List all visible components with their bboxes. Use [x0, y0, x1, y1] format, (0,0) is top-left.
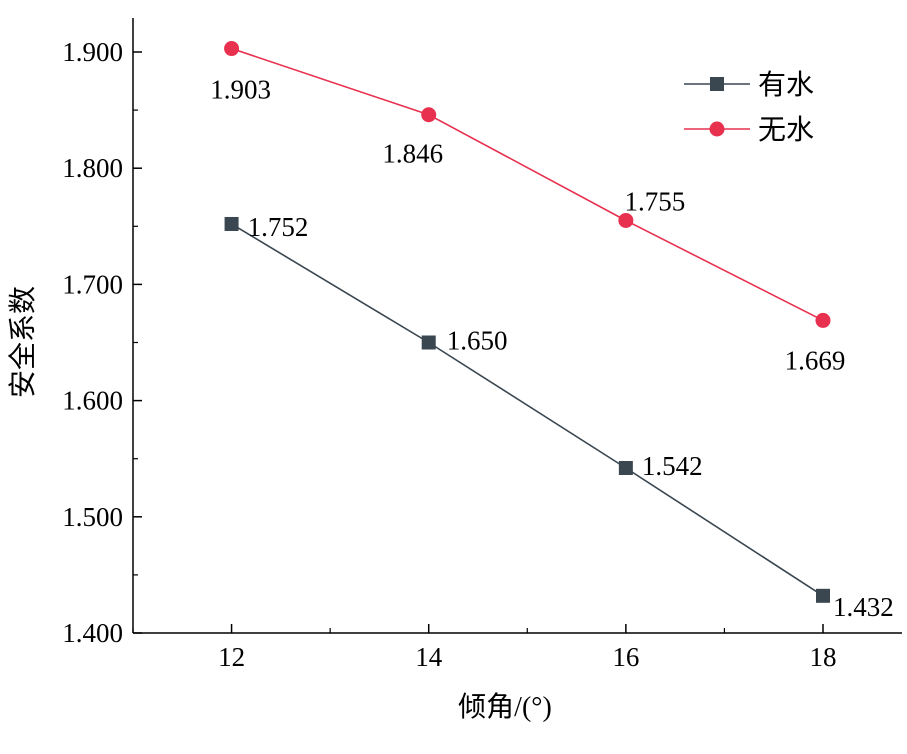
data-point — [815, 312, 831, 328]
data-label: 1.752 — [248, 212, 309, 242]
data-point — [618, 212, 634, 228]
x-axis-title: 倾角/(°) — [458, 691, 552, 723]
data-point — [421, 335, 436, 350]
data-label: 1.846 — [382, 139, 443, 169]
y-tick-label: 1.900 — [62, 37, 123, 67]
data-label: 1.432 — [833, 592, 894, 622]
data-label: 1.669 — [785, 345, 846, 375]
x-tick-label: 16 — [612, 642, 639, 672]
axes — [132, 18, 902, 634]
series-group: 1.752 1.650 1.542 1.432 1.903 1.846 1.755 1.669 — [210, 41, 894, 622]
data-label: 1.542 — [642, 451, 703, 481]
data-point — [224, 41, 240, 57]
legend-item: 有水 — [684, 69, 814, 101]
legend-marker — [709, 121, 725, 137]
legend-item: 无水 — [684, 114, 814, 146]
y-tick-label: 1.700 — [62, 269, 123, 299]
data-point — [224, 216, 239, 231]
data-point — [618, 460, 633, 475]
legend-label: 有水 — [758, 69, 814, 101]
legend-label: 无水 — [758, 114, 814, 146]
y-axis-title: 安全系数 — [7, 286, 39, 398]
legend-marker — [710, 77, 724, 91]
y-tick-label: 1.800 — [62, 153, 123, 183]
series-without-water: 1.903 1.846 1.755 1.669 — [210, 41, 845, 375]
y-tick-label: 1.600 — [62, 386, 123, 416]
x-tick-label: 12 — [218, 642, 245, 672]
x-tick-label: 14 — [415, 642, 443, 672]
y-tick-label: 1.500 — [62, 502, 123, 532]
series-with-water: 1.752 1.650 1.542 1.432 — [224, 212, 894, 622]
data-label: 1.650 — [447, 326, 508, 356]
x-tick-label: 18 — [810, 642, 837, 672]
y-tick-label: 1.400 — [62, 618, 123, 648]
data-point — [421, 107, 437, 123]
series-line — [231, 223, 824, 597]
series-line — [231, 47, 824, 322]
data-label: 1.755 — [624, 186, 685, 216]
data-label: 1.903 — [210, 75, 271, 105]
data-point — [816, 588, 830, 603]
ticks: 1.400 1.500 1.600 1.700 1.800 1.900 12 14 16 18 — [62, 37, 836, 672]
